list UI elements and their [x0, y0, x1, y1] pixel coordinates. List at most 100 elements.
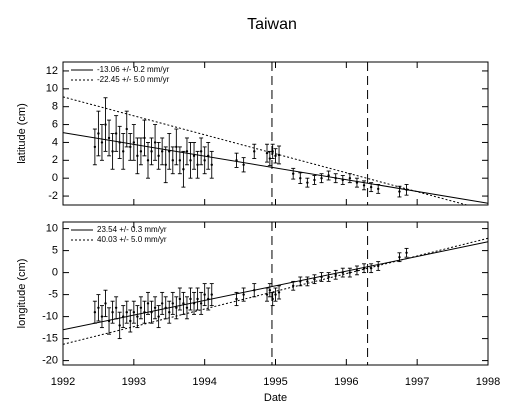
- point: [160, 150, 164, 153]
- point: [107, 136, 111, 140]
- y-axis-label: latitude (cm): [16, 103, 28, 164]
- point: [157, 154, 160, 158]
- point: [114, 306, 118, 309]
- point: [253, 150, 256, 153]
- point: [242, 163, 245, 166]
- point: [104, 302, 107, 305]
- x-tick-label: 1994: [192, 376, 216, 388]
- point: [175, 145, 178, 149]
- point: [306, 280, 309, 283]
- point: [150, 150, 153, 153]
- x-tick-label: 1998: [476, 376, 500, 388]
- point: [139, 150, 143, 153]
- y-tick-label: 2: [52, 154, 58, 166]
- x-tick-label: 1997: [405, 376, 429, 388]
- point: [203, 159, 206, 162]
- point: [398, 256, 401, 259]
- point: [268, 289, 272, 292]
- y-tick-label: 12: [46, 65, 58, 77]
- point: [93, 311, 97, 314]
- y-tick-label: -2: [48, 190, 58, 202]
- point: [203, 293, 206, 296]
- x-tick-label: 1993: [122, 376, 146, 388]
- point: [327, 174, 330, 177]
- point: [196, 163, 199, 166]
- point: [292, 172, 295, 175]
- point: [235, 297, 238, 301]
- y-tick-label: -5: [48, 289, 58, 301]
- point: [192, 154, 196, 158]
- y-tick-label: 5: [52, 245, 58, 257]
- point: [104, 123, 107, 126]
- point: [114, 132, 118, 135]
- y-tick-label: 10: [46, 83, 58, 95]
- point: [178, 297, 182, 301]
- point: [132, 141, 136, 144]
- point: [265, 151, 269, 155]
- x-tick-label: 1995: [263, 376, 287, 388]
- point: [182, 168, 185, 171]
- point: [271, 150, 274, 153]
- point: [125, 127, 128, 131]
- point: [306, 181, 309, 184]
- point: [93, 145, 97, 149]
- point: [118, 324, 121, 327]
- point: [189, 297, 192, 301]
- y-axis-label: longitude (cm): [16, 259, 28, 329]
- y-tick-label: -20: [42, 355, 58, 367]
- point: [146, 302, 150, 305]
- point: [97, 132, 100, 135]
- point: [111, 311, 114, 314]
- point: [398, 190, 401, 193]
- y-tick-label: -10: [42, 311, 58, 323]
- point: [348, 271, 352, 274]
- fit-line: [62, 96, 467, 206]
- point: [199, 302, 203, 305]
- point: [348, 176, 352, 180]
- point: [185, 306, 189, 309]
- point: [334, 273, 337, 276]
- point: [168, 311, 171, 314]
- point: [125, 311, 128, 314]
- y-tick-label: 6: [52, 118, 58, 130]
- point: [171, 302, 174, 305]
- point: [185, 150, 189, 153]
- legend-label: 40.03 +/- 5.0 mm/yr: [97, 235, 167, 244]
- point: [164, 163, 167, 166]
- point: [153, 306, 157, 309]
- point: [129, 319, 132, 323]
- point: [405, 251, 408, 254]
- point: [277, 291, 281, 294]
- point: [277, 153, 281, 157]
- point: [369, 185, 373, 189]
- point: [271, 297, 274, 301]
- x-tick-label: 1992: [51, 376, 75, 388]
- point: [299, 176, 302, 180]
- y-tick-label: 4: [52, 136, 58, 148]
- x-axis-label: Date: [264, 392, 287, 404]
- point: [377, 187, 380, 191]
- x-tick-label: 1996: [334, 376, 358, 388]
- point: [242, 293, 245, 296]
- point: [171, 159, 174, 162]
- y-tick-label: 10: [46, 223, 58, 235]
- point: [320, 176, 323, 180]
- point: [143, 136, 146, 140]
- point: [274, 293, 277, 296]
- y-tick-label: 0: [52, 267, 58, 279]
- point: [274, 154, 277, 158]
- y-tick-label: -15: [42, 333, 58, 345]
- point: [153, 141, 157, 144]
- point: [100, 141, 104, 144]
- point: [182, 302, 185, 305]
- point: [160, 302, 164, 305]
- y-tick-label: 8: [52, 101, 58, 113]
- fit-line: [62, 132, 489, 204]
- point: [136, 315, 139, 318]
- point: [146, 159, 150, 162]
- point: [196, 297, 199, 301]
- point: [129, 145, 132, 149]
- point: [175, 306, 178, 309]
